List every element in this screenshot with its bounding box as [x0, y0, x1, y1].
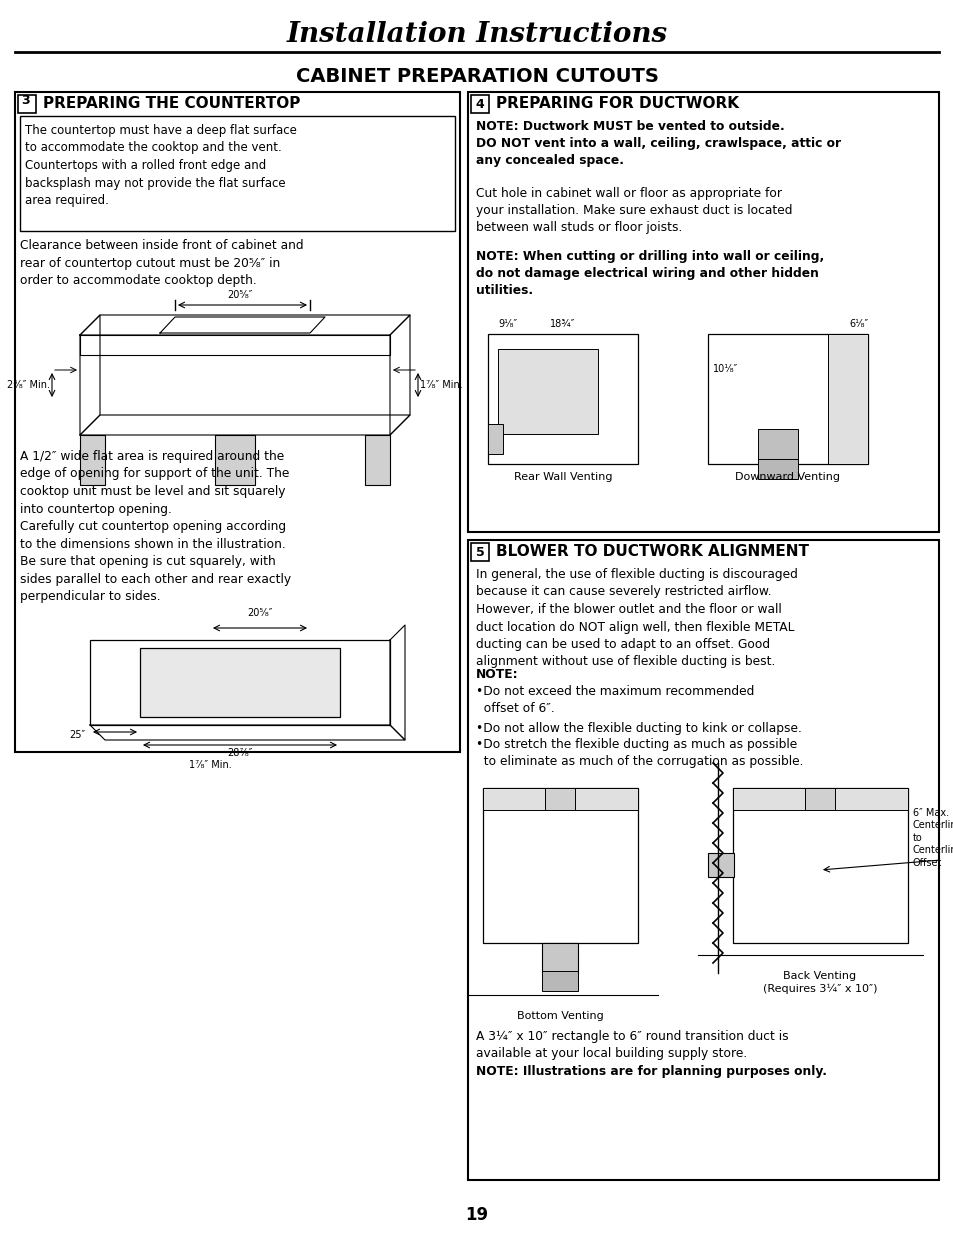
Bar — [468, 91, 938, 532]
Text: CABINET PREPARATION CUTOUTS: CABINET PREPARATION CUTOUTS — [295, 67, 658, 85]
Text: 25″: 25″ — [69, 730, 85, 740]
Text: 6″ Max.
Centerline
to
Centerline
Offset: 6″ Max. Centerline to Centerline Offset — [912, 808, 953, 868]
Bar — [732, 788, 907, 810]
Text: 10¹⁄₈″: 10¹⁄₈″ — [712, 364, 738, 374]
Bar — [482, 788, 638, 944]
Text: 28⁷⁄₈″: 28⁷⁄₈″ — [227, 748, 253, 758]
Bar — [468, 540, 938, 1179]
Polygon shape — [390, 315, 410, 435]
Polygon shape — [80, 335, 390, 354]
Text: PREPARING FOR DUCTWORK: PREPARING FOR DUCTWORK — [496, 96, 739, 111]
Text: •Do not allow the flexible ducting to kink or collapse.: •Do not allow the flexible ducting to ki… — [476, 722, 801, 735]
Text: PREPARING THE COUNTERTOP: PREPARING THE COUNTERTOP — [43, 96, 300, 111]
Bar — [707, 853, 733, 877]
Text: 3: 3 — [22, 94, 30, 106]
Text: Rear Wall Venting: Rear Wall Venting — [514, 472, 612, 482]
Text: Carefully cut countertop opening according
to the dimensions shown in the illust: Carefully cut countertop opening accordi… — [20, 520, 291, 603]
Bar — [365, 435, 390, 485]
Text: NOTE: When cutting or drilling into wall or ceiling,
do not damage electrical wi: NOTE: When cutting or drilling into wall… — [476, 249, 823, 296]
Text: Bottom Venting: Bottom Venting — [517, 1011, 602, 1021]
Text: 9¹⁄₈″: 9¹⁄₈″ — [497, 319, 517, 329]
Text: 18¾″: 18¾″ — [550, 319, 575, 329]
Bar — [471, 543, 489, 561]
Text: NOTE:: NOTE: — [476, 668, 518, 680]
Bar — [18, 95, 36, 112]
Bar — [758, 459, 797, 479]
Bar — [214, 435, 254, 485]
Bar — [804, 788, 834, 810]
Text: 20⁵⁄₈″: 20⁵⁄₈″ — [227, 290, 253, 300]
Bar — [758, 429, 797, 464]
Text: Installation Instructions: Installation Instructions — [286, 21, 667, 48]
Text: In general, the use of flexible ducting is discouraged
because it can cause seve: In general, the use of flexible ducting … — [476, 568, 797, 668]
Text: A 3¼″ x 10″ rectangle to 6″ round transition duct is
available at your local bui: A 3¼″ x 10″ rectangle to 6″ round transi… — [476, 1030, 788, 1061]
Text: 2³⁄₈″ Min.: 2³⁄₈″ Min. — [7, 380, 50, 390]
Text: NOTE: Illustrations are for planning purposes only.: NOTE: Illustrations are for planning pur… — [476, 1065, 826, 1078]
Bar — [497, 350, 598, 433]
Text: 6¹⁄₈″: 6¹⁄₈″ — [848, 319, 867, 329]
Bar — [544, 788, 575, 810]
Text: BLOWER TO DUCTWORK ALIGNMENT: BLOWER TO DUCTWORK ALIGNMENT — [496, 545, 808, 559]
Bar — [541, 944, 578, 973]
Polygon shape — [80, 415, 410, 435]
Text: Downward Venting: Downward Venting — [735, 472, 840, 482]
Polygon shape — [80, 315, 410, 335]
Bar — [488, 424, 502, 454]
Text: 4: 4 — [476, 98, 484, 110]
Text: A 1/2″ wide flat area is required around the
edge of opening for support of the : A 1/2″ wide flat area is required around… — [20, 450, 289, 515]
Bar — [15, 91, 459, 752]
Text: 20⁵⁄₈″: 20⁵⁄₈″ — [247, 608, 273, 618]
Text: 19: 19 — [465, 1207, 488, 1224]
Polygon shape — [390, 625, 405, 740]
Text: 1⁷⁄₈″ Min.: 1⁷⁄₈″ Min. — [189, 760, 232, 769]
Bar — [90, 640, 390, 725]
Text: NOTE: Ductwork MUST be vented to outside.
DO NOT vent into a wall, ceiling, craw: NOTE: Ductwork MUST be vented to outside… — [476, 120, 841, 167]
Polygon shape — [80, 315, 100, 435]
Text: •Do not exceed the maximum recommended
  offset of 6″.: •Do not exceed the maximum recommended o… — [476, 685, 754, 715]
Polygon shape — [160, 317, 325, 333]
Bar — [471, 95, 489, 112]
Bar — [827, 333, 867, 464]
Text: Clearance between inside front of cabinet and
rear of countertop cutout must be : Clearance between inside front of cabine… — [20, 240, 303, 287]
Bar — [20, 116, 455, 231]
Text: The countertop must have a deep flat surface
to accommodate the cooktop and the : The countertop must have a deep flat sur… — [25, 124, 296, 207]
Bar — [541, 971, 578, 990]
Text: 3: 3 — [19, 94, 28, 106]
Text: Cut hole in cabinet wall or floor as appropriate for
your installation. Make sur: Cut hole in cabinet wall or floor as app… — [476, 186, 792, 233]
Bar — [707, 333, 867, 464]
Text: •Do stretch the flexible ducting as much as possible
  to eliminate as much of t: •Do stretch the flexible ducting as much… — [476, 739, 802, 768]
Text: 5: 5 — [476, 546, 484, 558]
Bar — [80, 435, 105, 485]
Bar — [140, 648, 339, 718]
Text: 1⁷⁄₈″ Min.: 1⁷⁄₈″ Min. — [419, 380, 462, 390]
Bar — [488, 333, 638, 464]
Bar — [732, 788, 907, 944]
Text: Back Venting
(Requires 3¼″ x 10″): Back Venting (Requires 3¼″ x 10″) — [762, 971, 877, 994]
Polygon shape — [90, 725, 405, 740]
Bar — [482, 788, 638, 810]
